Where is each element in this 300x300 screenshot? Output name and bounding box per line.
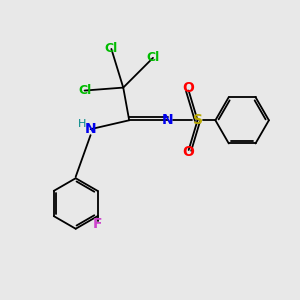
Text: Cl: Cl [146,51,160,64]
Text: Cl: Cl [105,42,118,56]
Text: F: F [93,217,102,231]
Text: O: O [183,146,195,159]
Text: N: N [162,113,174,127]
Text: H: H [78,119,86,129]
Text: S: S [193,113,202,127]
Text: O: O [183,81,195,95]
Text: N: N [85,122,96,136]
Text: Cl: Cl [78,84,91,97]
